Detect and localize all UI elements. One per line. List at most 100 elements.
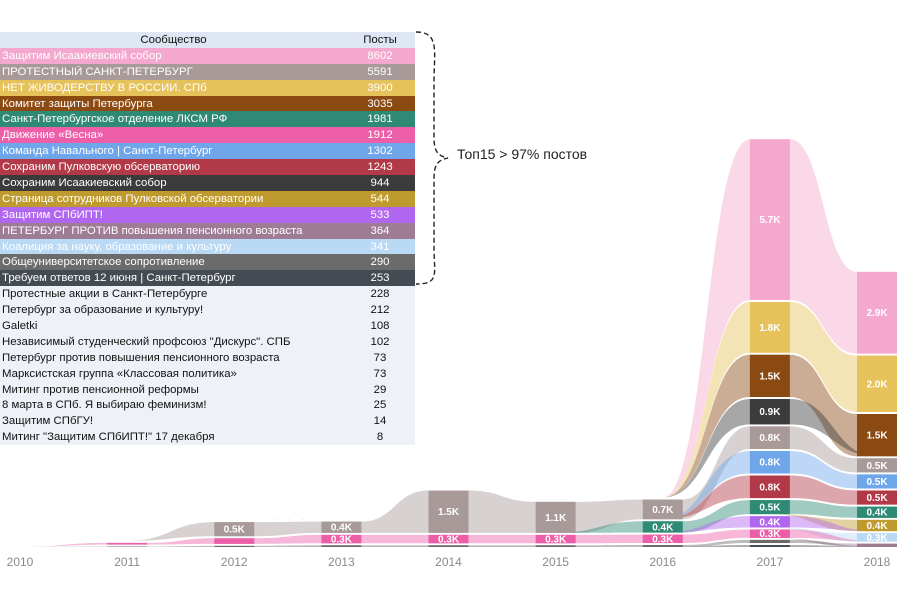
row-name: ПЕТЕРБУРГ ПРОТИВ повышения пенсионного в…: [2, 224, 303, 237]
series-area: [20, 399, 877, 547]
data-label: 1.1K: [545, 513, 567, 524]
table-row: Защитим СПбГУ! 14: [0, 413, 415, 430]
series-area: [20, 514, 897, 547]
series-area: [20, 301, 897, 547]
bar: [749, 500, 790, 515]
table-row: Сохраним Пулковскую обсерваторию 1243: [0, 159, 415, 176]
row-name: Независимый студенческий профсоюз "Диску…: [2, 335, 291, 348]
bar: [749, 539, 790, 544]
table-row: 8 марта в СПб. Я выбираю феминизм! 25: [0, 397, 415, 414]
bar: [535, 501, 576, 533]
bar: [214, 545, 255, 547]
table-header: Сообщество Посты: [0, 32, 415, 48]
data-label: 5.7K: [759, 215, 781, 226]
row-name: Требуем ответов 12 июня | Санкт-Петербур…: [2, 272, 236, 285]
row-name: НЕТ ЖИВОДЕРСТВУ В РОССИИ. СПб: [2, 81, 207, 94]
row-value: 944: [370, 176, 390, 189]
bar: [857, 543, 897, 547]
bar: [535, 534, 576, 544]
table-row: Требуем ответов 12 июня | Санкт-Петербур…: [0, 270, 415, 287]
data-label: 0.5K: [866, 493, 888, 504]
data-label: 0.5K: [224, 525, 246, 536]
x-tick-label: 2011: [114, 555, 140, 569]
bar: [857, 355, 897, 412]
data-label: 0.9K: [759, 407, 781, 418]
brace-label: Топ15 > 97% постов: [457, 146, 588, 162]
data-labels: 5.7K 2.9K 1.8K 2.0K 1.5K 1.5K 0.9K 0.5K 0.4K 1.5K…: [224, 215, 889, 545]
row-name: Движение «Весна»: [2, 129, 104, 142]
row-value: 228: [370, 288, 390, 301]
data-label: 0.8K: [759, 458, 781, 469]
table-row: Коалиция за науку, образование и культур…: [0, 238, 415, 255]
row-name: Комитет защиты Петербурга: [2, 97, 153, 110]
table-row: Комитет защиты Петербурга 3035: [0, 95, 415, 112]
table-row: Страница сотрудников Пулковской обсерват…: [0, 190, 415, 207]
data-label: 1.5K: [438, 507, 460, 518]
data-label: 0.3K: [331, 535, 353, 546]
bar: [642, 534, 683, 544]
row-name: Galetki: [2, 319, 38, 332]
row-value: 14: [373, 415, 387, 428]
row-name: ПРОТЕСТНЫЙ САНКТ-ПЕТЕРБУРГ: [2, 65, 193, 78]
data-label: 2.9K: [866, 308, 888, 319]
bar: [857, 474, 897, 489]
data-label: 0.5K: [866, 461, 888, 472]
header-value: Посты: [363, 33, 397, 46]
row-name: Коалиция за науку, образование и культур…: [2, 240, 232, 253]
bar: [857, 413, 897, 457]
row-name: Страница сотрудников Пулковской обсерват…: [2, 192, 264, 205]
series-area: [20, 450, 897, 547]
bar: [214, 522, 255, 537]
bar: [749, 139, 790, 300]
row-name: 8 марта в СПб. Я выбираю феминизм!: [2, 399, 207, 412]
row-value: 8602: [367, 49, 393, 62]
data-label: 1.5K: [759, 371, 781, 382]
data-label: 0.4K: [866, 521, 888, 532]
row-value: 1243: [367, 161, 393, 174]
x-tick-label: 2015: [542, 555, 569, 569]
data-label: 0.4K: [652, 522, 674, 533]
row-name: Защитим СПбИПТ!: [2, 208, 103, 221]
row-name: Защитим Исаакиевский собор: [2, 49, 162, 62]
row-name: Команда Навального | Санкт-Петербург: [2, 145, 213, 158]
row-name: Санкт-Петербургское отделение ЛКСМ РФ: [2, 113, 228, 126]
bar: [535, 545, 576, 547]
bar: [321, 534, 362, 544]
table-row: Общеуниверситетское сопротивление 290: [0, 254, 415, 271]
bar: [107, 542, 148, 545]
table-row: Движение «Весна» 1912: [0, 127, 415, 144]
bar: [857, 519, 897, 532]
data-label: 0.4K: [331, 523, 353, 534]
series-area: [20, 545, 877, 547]
row-name: Сохраним Исаакиевский собор: [2, 176, 167, 189]
bar: [428, 545, 469, 547]
bar: [749, 354, 790, 398]
table-row: Митинг "Защитим СПбИПТ!" 17 декабря 8: [0, 429, 415, 446]
row-value: 212: [370, 304, 390, 317]
series-area: [20, 516, 877, 547]
bar: [321, 545, 362, 547]
bar: [749, 301, 790, 353]
table-row: Команда Навального | Санкт-Петербург 1302: [0, 143, 415, 160]
x-tick-label: 2013: [328, 555, 355, 569]
x-tick-label: 2012: [221, 555, 248, 569]
row-name: Сохраним Пулковскую обсерваторию: [2, 161, 201, 174]
data-label: 0.3K: [652, 534, 674, 545]
row-value: 1981: [367, 113, 393, 126]
x-tick-label: 2010: [7, 555, 34, 569]
row-name: Протестные акции в Санкт-Петербурге: [2, 288, 208, 301]
x-tick-label: 2016: [649, 555, 676, 569]
community-table: Сообщество Посты Защитим Исаакиевский со…: [0, 32, 415, 446]
row-value: 73: [373, 367, 387, 380]
row-name: Митинг против пенсионной реформы: [2, 383, 199, 396]
table-row: Петербург за образование и культуру! 212: [0, 302, 415, 319]
bar: [749, 545, 790, 547]
table-row: Санкт-Петербургское отделение ЛКСМ РФ 198…: [0, 111, 415, 128]
table-row: Протестные акции в Санкт-Петербурге 228: [0, 286, 415, 303]
series-area: [20, 475, 897, 547]
row-value: 253: [370, 272, 390, 285]
data-label: 0.8K: [759, 482, 781, 493]
bar: [642, 545, 683, 547]
brace: [415, 31, 449, 285]
